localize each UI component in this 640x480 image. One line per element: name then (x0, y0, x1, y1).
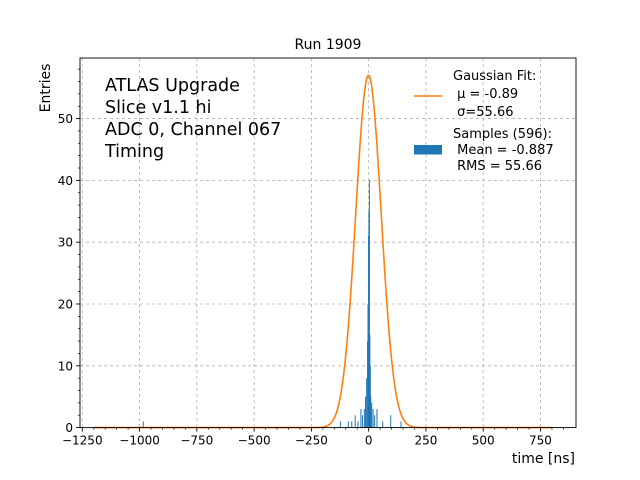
x-axis-label: time [ns] (512, 451, 575, 467)
y-tick-label: 0 (65, 421, 73, 435)
histogram-bar (371, 402, 373, 428)
histogram-bar (351, 421, 353, 428)
legend-hist-mean: Mean = -0.887 (453, 143, 554, 158)
legend-hist-rms: RMS = 55.66 (453, 159, 542, 174)
x-tick-label: −750 (180, 434, 213, 448)
legend-hist-label: Samples (596): (453, 127, 552, 142)
histogram-bar (382, 421, 384, 428)
histogram-bar (339, 421, 341, 428)
annotation-line: ATLAS Upgrade (105, 76, 240, 96)
annotation-block: ATLAS Upgrade Slice v1.1 hi ADC 0, Chann… (104, 76, 281, 162)
histogram-bar (368, 180, 370, 428)
histogram-bar (362, 415, 364, 428)
x-tick-label: 0 (365, 434, 373, 448)
histogram-bar (370, 396, 372, 428)
histogram-bars (142, 180, 402, 428)
y-axis-label: Entries (38, 64, 54, 113)
y-tick-label: 30 (58, 236, 73, 250)
x-axis-ticks: −1250 −1000 −750 −500 −250 0 250 500 750 (62, 427, 564, 448)
legend-fit-label: Gaussian Fit: (453, 69, 536, 84)
legend-fit-mu: μ = -0.89 (453, 87, 518, 102)
histogram-bar (347, 421, 349, 428)
histogram-bar (390, 415, 392, 428)
x-tick-label: 500 (472, 434, 495, 448)
y-tick-label: 50 (58, 112, 73, 126)
y-tick-label: 10 (58, 359, 73, 373)
y-tick-label: 20 (58, 297, 73, 311)
histogram-bar (366, 378, 368, 428)
x-tick-label: −500 (238, 434, 271, 448)
histogram-bar (354, 415, 356, 428)
histogram-bar (364, 396, 366, 428)
annotation-line: Timing (104, 142, 164, 162)
histogram-bar (372, 409, 374, 428)
annotation-line: Slice v1.1 hi (105, 98, 212, 118)
x-tick-label: 750 (529, 434, 552, 448)
histogram-bar (374, 415, 376, 428)
x-tick-label: 250 (414, 434, 437, 448)
histogram-bar (142, 421, 144, 428)
histogram-bar (360, 409, 362, 428)
histogram-bar (363, 409, 365, 428)
histogram-bar (376, 409, 378, 428)
legend: Gaussian Fit: μ = -0.89 σ=55.66 Samples … (414, 69, 554, 174)
x-tick-label: −1000 (119, 434, 160, 448)
chart-title: Run 1909 (295, 37, 362, 53)
y-tick-label: 40 (58, 174, 73, 188)
x-tick-label: −1250 (62, 434, 103, 448)
legend-fit-sigma: σ=55.66 (453, 105, 513, 120)
y-axis-ticks: 0 10 20 30 40 50 (58, 68, 80, 435)
x-tick-label: −250 (295, 434, 328, 448)
histogram-bar (400, 421, 402, 428)
histogram-bar (357, 421, 359, 428)
legend-hist-swatch (414, 145, 442, 155)
annotation-line: ADC 0, Channel 067 (105, 120, 281, 140)
plot-frame (79, 57, 577, 429)
